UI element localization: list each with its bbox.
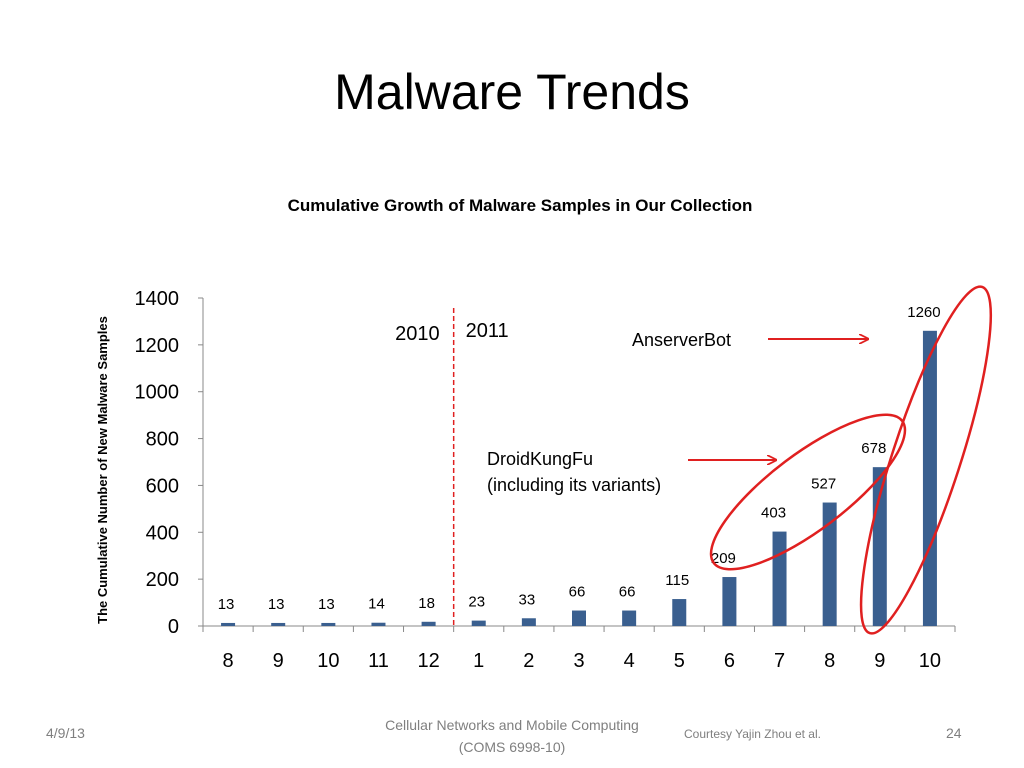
- x-tick-label: 11: [368, 650, 389, 672]
- bar: [371, 622, 386, 626]
- footer-credit: Courtesy Yajin Zhou et al.: [684, 727, 821, 741]
- anserverbot-highlight-ellipse: [859, 285, 993, 635]
- data-label: 115: [665, 572, 689, 589]
- x-tick-label: 2: [523, 650, 534, 672]
- data-label: 403: [761, 505, 786, 522]
- footer-page-number: 24: [946, 725, 962, 741]
- x-tick-label: 9: [874, 650, 885, 672]
- year-label-2010: 2010: [395, 323, 440, 345]
- x-tick-label: 9: [273, 650, 284, 672]
- bar: [922, 330, 937, 626]
- x-tick-label: 4: [624, 650, 635, 672]
- bar: [772, 531, 787, 626]
- footer-course: Cellular Networks and Mobile Computing (…: [352, 714, 672, 758]
- chart-title: Cumulative Growth of Malware Samples in …: [288, 196, 753, 215]
- y-axis-label: The Cumulative Number of New Malware Sam…: [95, 316, 110, 624]
- x-tick-label: 3: [573, 650, 584, 672]
- data-label: 66: [569, 584, 586, 601]
- x-tick-label: 1: [473, 650, 484, 672]
- droidkungfu-highlight-ellipse: [709, 413, 907, 571]
- data-label: 18: [418, 595, 435, 612]
- annotation-layer: 2010 2011 AnserverBot DroidKungFu (including…: [395, 285, 993, 635]
- data-label: 23: [468, 594, 485, 611]
- data-label: 66: [619, 584, 636, 601]
- x-tick-label: 10: [317, 650, 339, 672]
- slide-title: Malware Trends: [334, 64, 690, 120]
- data-label: 13: [318, 596, 335, 613]
- annotation-droidkungfu: DroidKungFu: [487, 449, 593, 469]
- x-tick-label: 6: [724, 650, 735, 672]
- data-label: 1260: [907, 304, 940, 321]
- bar: [572, 610, 586, 626]
- x-tick-label: 8: [824, 650, 835, 672]
- x-tick-label: 5: [674, 650, 685, 672]
- data-label: 209: [711, 550, 736, 567]
- data-label: 13: [218, 596, 235, 613]
- bar: [271, 622, 286, 626]
- x-tick-label: 7: [774, 650, 785, 672]
- data-label: 14: [368, 596, 385, 613]
- bar: [622, 610, 637, 626]
- annotation-anserverbot: AnserverBot: [632, 330, 731, 350]
- footer-course-line2: (COMS 6998-10): [458, 739, 566, 755]
- y-tick-label: 600: [146, 475, 179, 497]
- annotation-droidkungfu-note: (including its variants): [487, 475, 661, 495]
- bar: [221, 622, 236, 626]
- y-tick-label: 1000: [135, 382, 180, 404]
- y-tick-label: 800: [146, 429, 179, 451]
- data-label: 13: [268, 596, 285, 613]
- y-tick-label: 200: [146, 569, 179, 591]
- malware-growth-chart: Cumulative Growth of Malware Samples in …: [95, 196, 993, 672]
- data-label: 33: [519, 591, 536, 608]
- bar: [471, 620, 486, 626]
- data-label: 678: [861, 440, 886, 457]
- y-tick-label: 400: [146, 522, 179, 544]
- y-tick-label: 1200: [135, 335, 180, 357]
- footer-date: 4/9/13: [46, 725, 85, 741]
- bar: [521, 618, 536, 626]
- y-tick-label: 1400: [135, 288, 180, 310]
- footer-course-line1: Cellular Networks and Mobile Computing: [385, 717, 639, 733]
- bar: [421, 621, 436, 626]
- x-tick-label: 8: [223, 650, 234, 672]
- bar: [722, 577, 737, 626]
- y-tick-label: 0: [168, 616, 179, 638]
- bar: [321, 622, 336, 626]
- year-label-2011: 2011: [466, 320, 509, 342]
- bar: [672, 599, 687, 626]
- x-tick-label: 12: [417, 650, 439, 672]
- bar: [822, 502, 837, 626]
- data-label: 527: [811, 476, 836, 493]
- x-tick-label: 10: [919, 650, 941, 672]
